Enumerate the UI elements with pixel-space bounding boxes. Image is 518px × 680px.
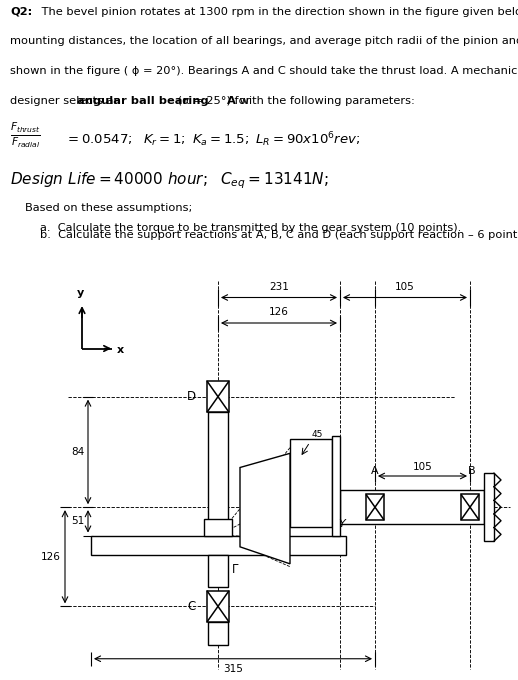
Text: designer selects an: designer selects an: [10, 96, 125, 105]
Bar: [208, 412, 228, 536]
Text: A: A: [227, 96, 235, 105]
Text: a.  Calculate the torque to be transmitted by the gear system (10 points).: a. Calculate the torque to be transmitte…: [40, 223, 462, 233]
Bar: [290, 439, 332, 527]
Bar: [332, 437, 340, 536]
Polygon shape: [240, 454, 290, 564]
Text: $\frac{F_{thrust}}{F_{radial}}$: $\frac{F_{thrust}}{F_{radial}}$: [10, 120, 41, 150]
Text: 105: 105: [395, 282, 415, 292]
Text: x: x: [117, 345, 124, 355]
Text: angular ball bearing: angular ball bearing: [78, 96, 209, 105]
Text: The bevel pinion rotates at 1300 rpm in the direction shown in the figure given : The bevel pinion rotates at 1300 rpm in …: [38, 7, 518, 17]
Text: b.  Calculate the support reactions at A, B, C and D (each support reaction – 6 : b. Calculate the support reactions at A,…: [40, 230, 518, 240]
Bar: [208, 556, 228, 586]
Text: 126: 126: [41, 551, 61, 562]
Text: 51: 51: [71, 516, 84, 526]
Text: 105: 105: [413, 462, 433, 472]
Text: C: C: [188, 600, 196, 613]
Text: A: A: [371, 466, 379, 476]
Text: Q2:: Q2:: [10, 7, 33, 17]
Bar: [461, 494, 479, 520]
Bar: [208, 622, 228, 645]
Bar: [207, 591, 229, 622]
Text: 84: 84: [71, 447, 84, 457]
Text: Based on these assumptions;: Based on these assumptions;: [25, 203, 193, 213]
Text: 315: 315: [223, 664, 243, 675]
Text: y: y: [76, 288, 83, 298]
Text: (α = 25°) for: (α = 25°) for: [175, 96, 254, 105]
Text: $= 0.0547;\ \ K_r = 1;\ K_a = 1.5;\ L_R = 90x10^{6}rev;$: $= 0.0547;\ \ K_r = 1;\ K_a = 1.5;\ L_R …: [65, 130, 361, 148]
Text: D: D: [187, 390, 196, 403]
Text: Γ: Γ: [232, 563, 238, 576]
Text: 126: 126: [269, 307, 289, 318]
Text: 45: 45: [312, 430, 323, 439]
Bar: [366, 494, 384, 520]
Text: mounting distances, the location of all bearings, and average pitch radii of the: mounting distances, the location of all …: [10, 37, 518, 46]
Bar: [484, 473, 494, 541]
Text: with the following parameters:: with the following parameters:: [236, 96, 414, 105]
Text: B: B: [468, 466, 476, 476]
Text: shown in the figure ( ϕ = 20°). Bearings A and C should take the thrust load. A : shown in the figure ( ϕ = 20°). Bearings…: [10, 66, 518, 76]
Text: $Design\ Life = 40000\ hour;\ \ C_{eq} = 13141N;$: $Design\ Life = 40000\ hour;\ \ C_{eq} =…: [10, 171, 329, 191]
Text: Y: Y: [338, 519, 345, 529]
Bar: [207, 381, 229, 412]
Text: 231: 231: [269, 282, 289, 292]
Bar: [91, 536, 346, 556]
Bar: [340, 490, 484, 524]
Bar: [204, 518, 232, 536]
